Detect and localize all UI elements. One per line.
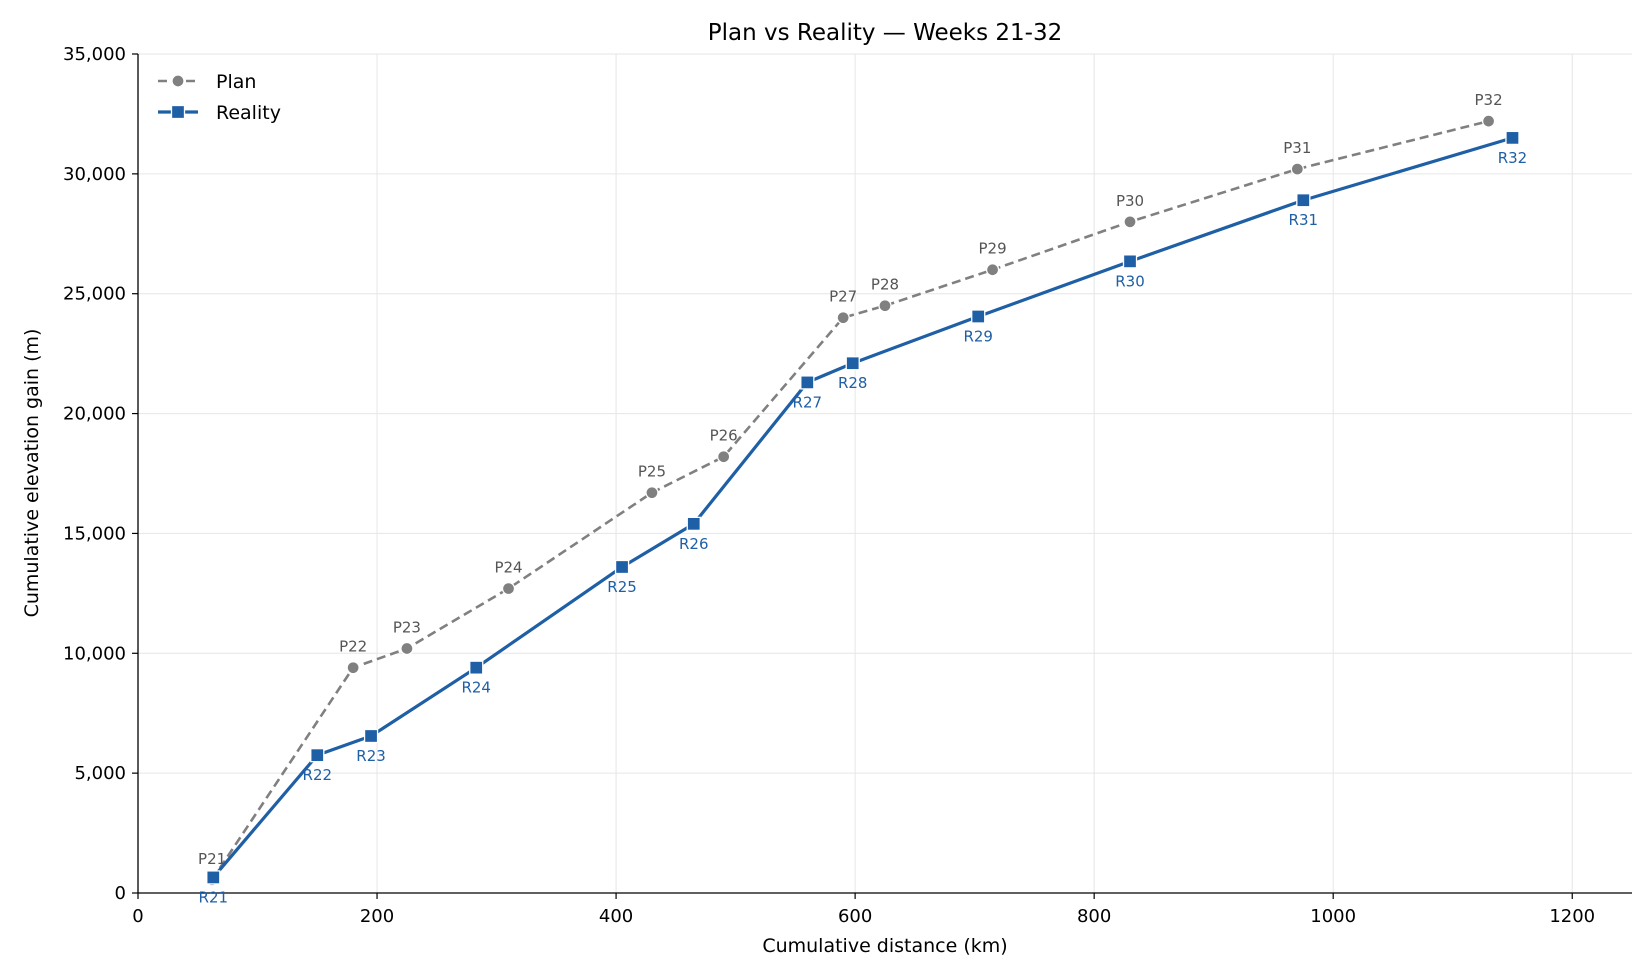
x-axis-label: Cumulative distance (km) [762,935,1007,957]
y-axis-label: Cumulative elevation gain (m) [21,329,43,618]
series-layer: P21P22P23P24P25P26P27P28P29P30P31P32R21R… [198,91,1527,906]
data-point [1505,130,1520,146]
data-label: P25 [638,463,666,481]
legend-marker [170,104,186,120]
series-plan: P21 P22 P23 P24 P25 P26 P27 P28 P29 P30 P31 P32 [198,91,1503,887]
legend-item-reality: Reality [158,102,281,124]
y-tick-label: 35,000 [63,44,126,65]
data-point [1481,114,1496,128]
data-label: R26 [679,535,709,553]
data-point [1123,215,1137,229]
data-label: P31 [1283,139,1311,157]
data-label: P21 [198,850,226,868]
series-reality: R21 R22 R23 R24 R25 R26 R27 R28 R29 R30 R31 R32 [199,130,1528,906]
data-label: P26 [710,427,738,445]
data-label: R27 [793,393,823,411]
x-tick-label: 1200 [1549,906,1595,927]
legend-marker [171,74,185,88]
data-point [878,299,892,313]
data-label: P22 [339,638,367,656]
legend-item-plan: Plan [158,71,256,93]
data-point [400,641,414,656]
data-label: P27 [829,288,857,306]
data-point [614,559,630,575]
y-tick-label: 10,000 [63,643,126,664]
legend-label: Reality [216,102,281,124]
data-point [645,486,659,500]
data-point [971,309,986,324]
data-label: P23 [393,618,421,636]
data-point [1290,162,1304,176]
data-label: R32 [1498,149,1528,167]
data-label: R31 [1289,211,1319,229]
data-point [716,450,731,464]
data-label: P30 [1116,192,1144,210]
grid [137,53,1632,894]
data-point [845,356,860,371]
chart-title: Plan vs Reality — Weeks 21-32 [708,20,1063,46]
legend: Plan Reality [158,71,281,124]
data-label: R29 [963,327,993,345]
data-label: R30 [1115,272,1145,290]
data-label: P24 [494,559,522,577]
data-point [363,728,379,744]
series-line-plan [211,119,1489,881]
data-point [800,375,815,390]
data-point [310,748,325,763]
y-tick-label: 25,000 [63,284,126,305]
data-label: R25 [607,578,637,596]
y-tick-label: 15,000 [63,523,126,544]
x-tick-label: 0 [132,906,143,927]
data-point [836,311,850,325]
data-label: R21 [199,888,229,906]
data-label: R28 [838,374,868,392]
data-label: P32 [1475,91,1503,109]
y-tick-label: 20,000 [63,404,126,425]
data-point [206,870,221,885]
data-point [1296,193,1311,208]
data-label: R24 [461,679,491,697]
data-point [469,660,484,675]
data-label: R23 [356,747,386,765]
data-point [501,581,516,596]
x-tick-label: 400 [599,906,633,927]
data-point [1122,254,1138,269]
legend-label: Plan [216,71,256,93]
data-point [346,661,360,675]
y-tick-label: 0 [115,883,126,904]
series-line-reality [212,136,1513,879]
data-point [985,263,1000,277]
x-tick-label: 600 [838,906,872,927]
x-tick-label: 1000 [1310,906,1356,927]
data-label: R22 [303,766,333,784]
data-label: P29 [978,240,1006,258]
axes: 0 200 400 600 800 1000 1200 0 5,000 10,000 15,000 2… [63,44,1632,927]
x-tick-label: 800 [1077,906,1111,927]
y-tick-label: 30,000 [63,164,126,185]
data-point [686,516,701,531]
data-label: P28 [871,276,899,294]
x-tick-label: 200 [360,906,394,927]
y-tick-label: 5,000 [74,763,126,784]
